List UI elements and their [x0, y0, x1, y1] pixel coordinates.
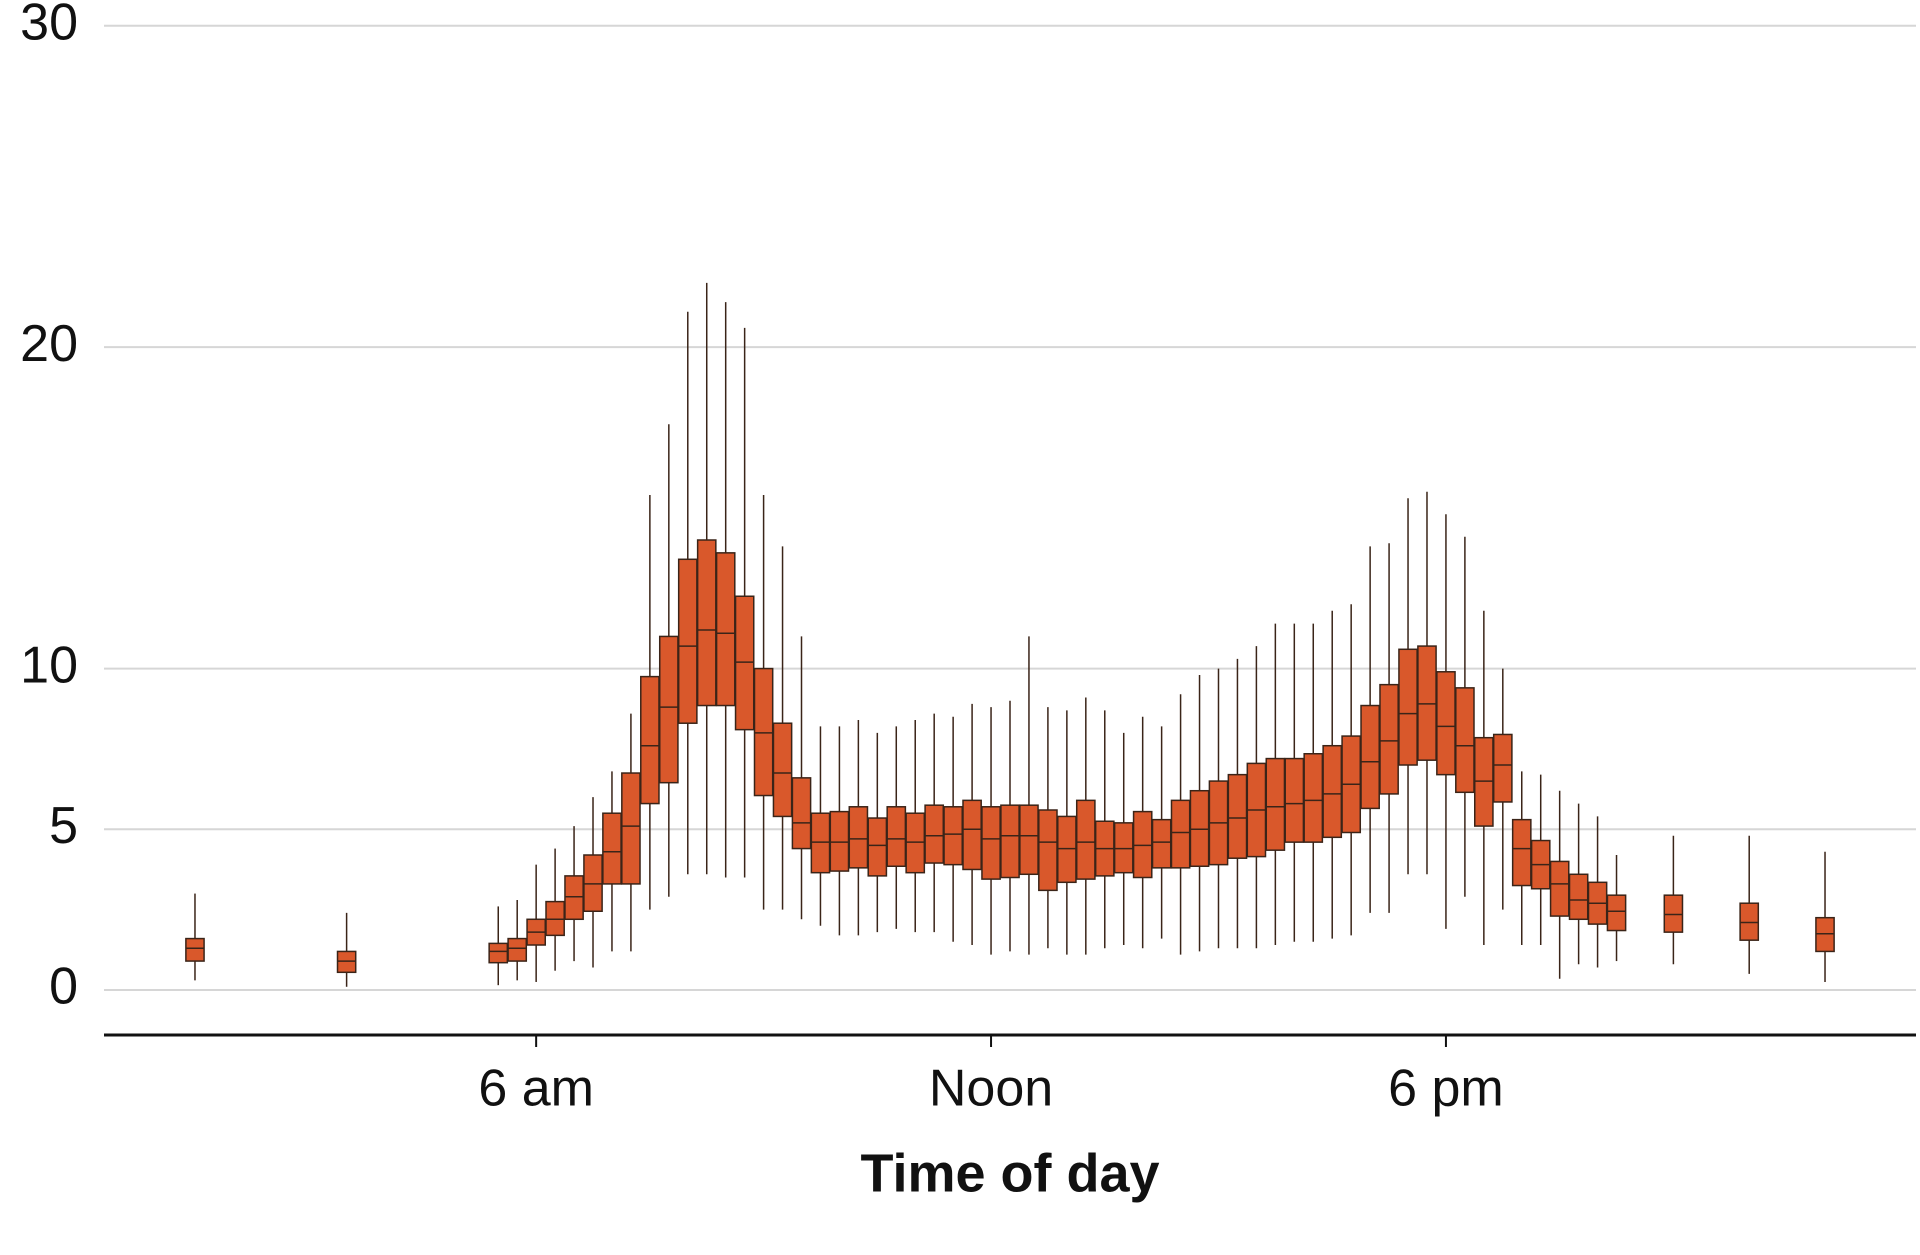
box	[905, 812, 926, 874]
box	[1663, 894, 1684, 933]
box	[621, 772, 641, 885]
box	[1170, 799, 1191, 869]
box	[1284, 757, 1305, 843]
x-tick-label: 6 am	[478, 1060, 594, 1118]
box	[1113, 822, 1134, 874]
box	[1739, 902, 1760, 941]
box	[1398, 648, 1418, 766]
box	[829, 810, 850, 872]
box	[791, 777, 812, 850]
box	[1360, 704, 1380, 810]
box	[1322, 744, 1343, 839]
box	[981, 806, 1001, 880]
x-axis-title: Time of day	[860, 1143, 1159, 1203]
box	[1000, 804, 1020, 879]
box	[1303, 753, 1324, 843]
y-tick-label: 0	[49, 958, 78, 1016]
box	[1492, 733, 1513, 803]
box	[1511, 818, 1532, 887]
box	[1151, 818, 1172, 869]
box	[1549, 860, 1570, 917]
box	[1606, 894, 1627, 932]
y-tick-label: 10	[20, 636, 78, 694]
box	[924, 804, 945, 864]
box	[962, 799, 982, 871]
box	[1075, 799, 1096, 880]
box	[753, 667, 774, 797]
box	[886, 806, 907, 867]
box	[1057, 815, 1077, 884]
box	[1265, 757, 1286, 851]
box	[1379, 683, 1399, 795]
box	[943, 806, 963, 866]
box	[1038, 809, 1058, 892]
box	[1815, 916, 1835, 953]
box	[715, 552, 736, 707]
box	[1019, 804, 1039, 876]
box	[734, 595, 755, 731]
x-tick-label: Noon	[929, 1060, 1053, 1118]
box	[507, 937, 528, 962]
y-tick-label: 5	[49, 797, 78, 855]
box	[1455, 687, 1475, 794]
box	[545, 900, 565, 937]
box	[640, 675, 660, 805]
box	[810, 812, 831, 874]
box	[1132, 810, 1153, 879]
box	[677, 558, 698, 724]
y-tick-label: 20	[20, 315, 78, 373]
box	[336, 950, 357, 974]
box	[488, 942, 509, 964]
box	[1227, 773, 1248, 859]
box	[1436, 671, 1456, 776]
box	[867, 817, 888, 877]
box	[772, 722, 793, 818]
y-tick-label: 30	[20, 0, 78, 51]
box	[1189, 789, 1210, 868]
box	[658, 635, 679, 784]
box	[185, 937, 205, 962]
box	[583, 854, 603, 912]
box	[564, 875, 584, 921]
box	[1474, 736, 1494, 827]
x-tick-label: 6 pm	[1388, 1060, 1504, 1118]
box	[848, 806, 869, 869]
box	[1417, 645, 1437, 761]
box	[696, 539, 717, 707]
box	[602, 812, 622, 885]
box	[1568, 873, 1589, 921]
